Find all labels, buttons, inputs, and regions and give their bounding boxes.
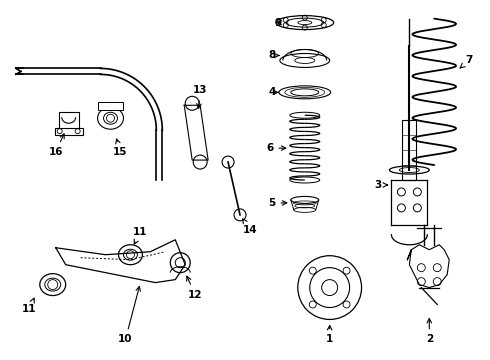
- Text: 7: 7: [460, 55, 473, 68]
- Text: 9: 9: [274, 18, 282, 28]
- Text: 11: 11: [22, 298, 36, 315]
- Text: 10: 10: [118, 287, 141, 345]
- Text: 6: 6: [266, 143, 286, 153]
- Text: 16: 16: [49, 134, 64, 157]
- Text: 8: 8: [268, 50, 279, 60]
- Text: 2: 2: [426, 319, 433, 345]
- Text: 13: 13: [193, 85, 207, 108]
- FancyBboxPatch shape: [55, 128, 83, 135]
- FancyBboxPatch shape: [98, 102, 123, 110]
- Text: 5: 5: [268, 198, 287, 208]
- Text: 14: 14: [243, 219, 257, 235]
- Text: 1: 1: [326, 325, 333, 345]
- FancyBboxPatch shape: [402, 120, 416, 180]
- Text: 11: 11: [133, 227, 147, 244]
- FancyBboxPatch shape: [59, 112, 78, 130]
- Text: 15: 15: [113, 139, 128, 157]
- Text: 3: 3: [374, 180, 388, 190]
- Text: 4: 4: [268, 87, 278, 97]
- Text: 12: 12: [187, 276, 202, 300]
